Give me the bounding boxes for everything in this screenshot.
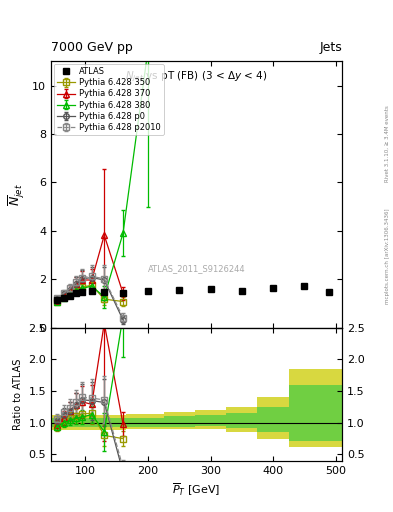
ATLAS [208,286,213,292]
ATLAS [146,288,151,294]
ATLAS [271,285,275,291]
ATLAS [102,289,107,295]
X-axis label: $\overline{P}_{T}$ [GeV]: $\overline{P}_{T}$ [GeV] [173,481,220,498]
ATLAS [61,295,66,301]
ATLAS [302,283,307,289]
Y-axis label: Ratio to ATLAS: Ratio to ATLAS [13,358,23,430]
ATLAS [239,288,244,294]
Text: ATLAS_2011_S9126244: ATLAS_2011_S9126244 [148,265,245,273]
ATLAS [68,293,72,299]
Text: $N_{jet}$ vs pT (FB) (3 < $\Delta y$ < 4): $N_{jet}$ vs pT (FB) (3 < $\Delta y$ < 4… [125,70,268,84]
ATLAS [121,289,125,295]
ATLAS [89,288,94,294]
Text: 7000 GeV pp: 7000 GeV pp [51,41,133,54]
ATLAS [74,290,79,296]
Text: mcplots.cern.ch [arXiv:1306.3436]: mcplots.cern.ch [arXiv:1306.3436] [385,208,390,304]
Y-axis label: $\overline{N}_{jet}$: $\overline{N}_{jet}$ [7,183,27,206]
ATLAS [177,287,182,293]
Text: Rivet 3.1.10, ≥ 3.4M events: Rivet 3.1.10, ≥ 3.4M events [385,105,390,182]
ATLAS [327,289,332,295]
ATLAS [55,297,60,303]
ATLAS [80,289,85,295]
Legend: ATLAS, Pythia 6.428 350, Pythia 6.428 370, Pythia 6.428 380, Pythia 6.428 p0, Py: ATLAS, Pythia 6.428 350, Pythia 6.428 37… [53,64,163,135]
Line: ATLAS: ATLAS [55,283,332,303]
Text: Jets: Jets [319,41,342,54]
